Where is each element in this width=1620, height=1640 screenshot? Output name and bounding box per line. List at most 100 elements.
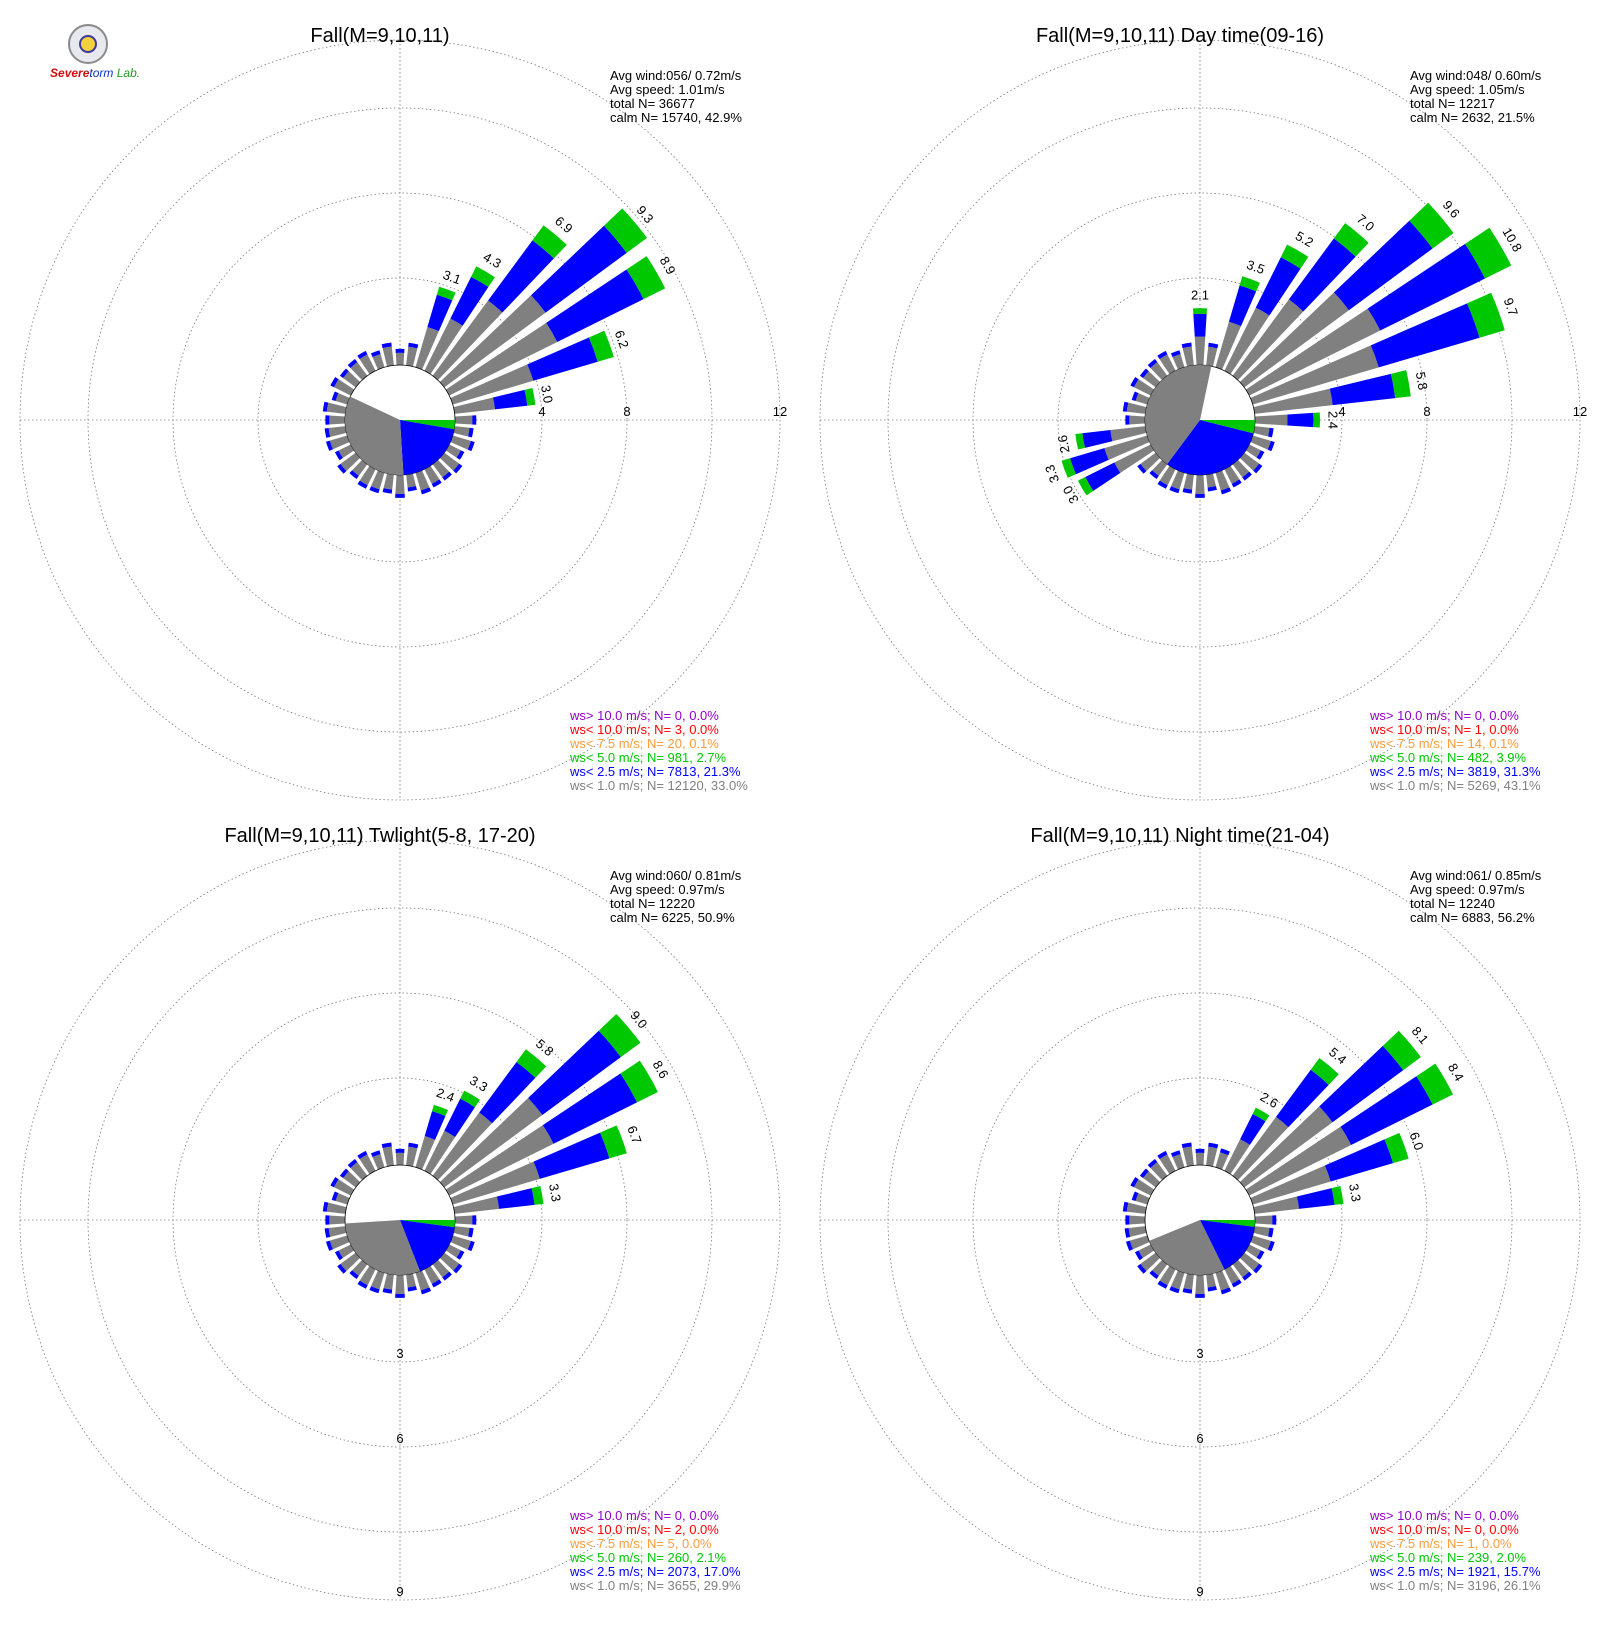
petal-minor-tip <box>1169 1286 1180 1294</box>
petal-label: 5.8 <box>1413 371 1431 391</box>
petal-minor <box>359 1265 376 1286</box>
petal-minor-tip <box>370 1150 381 1158</box>
petal-seg-lt2_5 <box>1276 1069 1329 1128</box>
petal-label: 3.1 <box>441 267 463 287</box>
petal-seg-lt2_5 <box>1333 220 1433 311</box>
petal-seg-lt2_5 <box>1240 1113 1266 1145</box>
petal-minor <box>1195 1274 1205 1294</box>
university-seal-icon <box>68 24 108 64</box>
petal-seg-lt1 <box>1114 444 1155 473</box>
ring-label: 12 <box>1573 404 1587 419</box>
petal-seg-lt5 <box>598 1013 641 1058</box>
petal-minor-tip <box>1195 1148 1205 1153</box>
petal-minor-tip <box>1139 368 1149 379</box>
petal-seg-lt2_5 <box>444 1098 475 1137</box>
petal-seg-lt1 <box>1253 1196 1300 1214</box>
petal-minor-tip <box>337 463 347 474</box>
petal-minor-tip <box>1170 350 1181 358</box>
petal-minor-tip <box>1124 1228 1131 1238</box>
petal-minor-tip <box>322 401 329 412</box>
petal-seg-lt1 <box>1224 307 1270 375</box>
petal-seg-lt5 <box>1192 308 1208 315</box>
petal-seg-lt2_5 <box>527 337 598 381</box>
petal-minor <box>329 1235 350 1250</box>
petal-minor <box>359 465 376 486</box>
petal-seg-lt1 <box>1232 1116 1289 1181</box>
petal-seg-lt1 <box>424 318 463 375</box>
petal-label: 3.0 <box>538 384 556 404</box>
petal-minor <box>329 415 346 425</box>
petal-label: 6.9 <box>552 213 575 236</box>
petal-label: 5.4 <box>1326 1044 1349 1067</box>
petal-minor <box>350 1162 368 1181</box>
petal-minor-tip <box>407 1286 417 1292</box>
petal-minor-tip <box>1139 1168 1149 1179</box>
petal-minor <box>1150 1162 1168 1181</box>
petal-label: 9.0 <box>627 1008 650 1031</box>
petal-minor <box>1171 1270 1185 1290</box>
petal-seg-lt1 <box>1104 435 1150 460</box>
petal-minor-tip <box>1157 350 1168 360</box>
petal-minor <box>395 474 405 494</box>
petal-minor-tip <box>347 358 358 368</box>
petal-minor <box>432 1259 450 1278</box>
petal-minor <box>326 402 347 414</box>
ring-label: 12 <box>773 404 787 419</box>
petal-seg-lt5 <box>1409 202 1454 249</box>
petal-label: 2.1 <box>1191 288 1209 303</box>
petal-minor-tip <box>349 1270 359 1280</box>
petal-minor <box>1159 354 1176 375</box>
wind-rose-panel-2: 4 8 12 2.1 3.5 5.2 7.0 9.6 10.8 9.7 5.8 2.4 3.03.3 2.… <box>819 25 1587 801</box>
petal-minor-tip <box>324 428 331 438</box>
petal-seg-lt1 <box>415 1136 436 1170</box>
petal-seg-lt5 <box>1467 292 1505 338</box>
lab-logo: Severetorm Lab. <box>50 22 150 84</box>
petal-minor-tip <box>1137 1263 1147 1274</box>
petal-minor <box>1250 1235 1271 1250</box>
legend-entry: ws< 2.5 m/s; N= 1921, 15.7% <box>1369 1564 1541 1579</box>
petal-seg-lt5 <box>1075 433 1085 450</box>
petal-minor <box>328 1226 347 1237</box>
petal-seg-lt5 <box>626 256 666 300</box>
petal-minor-tip <box>369 1286 380 1294</box>
petal-minor-tip <box>1182 1288 1193 1294</box>
petal-seg-lt1 <box>450 1161 540 1205</box>
petal-seg-lt1 <box>1194 336 1206 366</box>
petal-minor <box>382 346 394 367</box>
petal-seg-lt1 <box>1239 292 1349 388</box>
petal-minor-tip <box>467 1240 475 1252</box>
petal-minor <box>415 1270 430 1291</box>
calm-slice <box>400 1220 455 1228</box>
petal-label: 3.3 <box>1346 1182 1364 1202</box>
petal-minor <box>1140 1252 1161 1271</box>
petal-minor <box>1129 415 1146 425</box>
petal-label: 3.0 <box>1060 483 1082 506</box>
petal-seg-lt2_5 <box>1370 303 1480 368</box>
petal-minor <box>1143 371 1161 388</box>
petal-seg-lt1 <box>1215 321 1241 370</box>
petal-seg-lt5 <box>471 266 495 287</box>
petal-minor <box>1140 452 1161 471</box>
petal-minor <box>1215 470 1230 491</box>
petal-minor <box>406 346 418 367</box>
petal-minor <box>453 426 470 437</box>
petal-seg-lt1 <box>439 295 546 388</box>
petal-minor <box>1206 473 1216 488</box>
petal-minor <box>1239 452 1260 471</box>
petal-minor-tip <box>339 1168 349 1179</box>
petal-label: 8.9 <box>657 254 679 277</box>
ring-label: 3 <box>396 1346 403 1361</box>
petal-minor <box>445 444 461 458</box>
petal-seg-lt2_5 <box>427 294 453 332</box>
petal-seg-lt5 <box>1384 1132 1409 1164</box>
petal-minor <box>1129 1235 1150 1250</box>
legend-entry: ws< 1.0 m/s; N= 12120, 33.0% <box>569 778 748 793</box>
petal-minor-tip <box>1181 1142 1192 1149</box>
legend-entry: ws< 10.0 m/s; N= 0, 0.0% <box>1369 1522 1519 1537</box>
petal-minor <box>352 1259 368 1276</box>
petal-minor <box>326 1202 347 1214</box>
petal-minor-tip <box>322 1201 329 1212</box>
stat-line: calm N= 2632, 21.5% <box>1410 110 1535 125</box>
legend-entry: ws> 10.0 m/s; N= 0, 0.0% <box>569 708 719 723</box>
petal-minor <box>1232 1259 1250 1278</box>
